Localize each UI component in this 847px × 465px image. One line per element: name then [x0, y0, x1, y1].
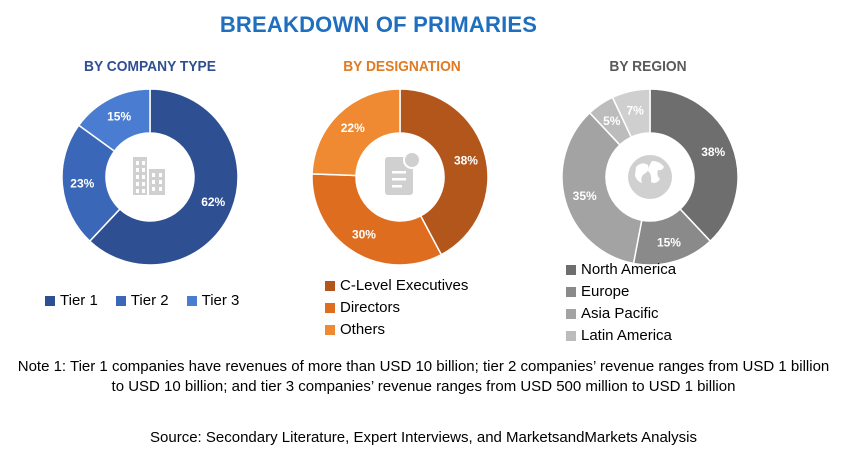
legend-item-directors: Directors [325, 297, 468, 319]
legend-swatch [566, 309, 576, 319]
legend-label: C-Level Executives [340, 277, 469, 294]
legend-label: Others [340, 321, 386, 338]
legend-item-europe: Europe [566, 281, 676, 303]
legend-item-north-america: North America [566, 259, 676, 281]
donut-by-company-type: 62% 23% 15% [61, 88, 239, 266]
legend-label: North America [581, 261, 677, 278]
legend-label: Tier 3 [201, 292, 240, 309]
data-label-by-designation-2: 22% [341, 121, 365, 135]
slice-by-region-4 [611, 88, 651, 139]
legend-item-tier-3: Tier 3 [186, 290, 240, 312]
legend-item-asia-pacific: Asia Pacific [566, 303, 676, 325]
legend-label: Tier 2 [130, 292, 169, 309]
data-label-by-company-type-0: 62% [201, 195, 225, 209]
chart-title-company-type: BY COMPANY TYPE [84, 58, 216, 75]
slice-by-designation-2 [311, 88, 401, 177]
data-label-by-region-2: 35% [573, 189, 597, 203]
legend-swatch [566, 331, 576, 341]
legend-swatch [325, 303, 335, 313]
legend-swatch [186, 296, 197, 306]
donut-by-designation: 38% 30% 22% [311, 88, 489, 266]
slice-by-designation-1 [311, 173, 443, 266]
data-label-by-company-type-2: 15% [107, 109, 131, 123]
legend-item-tier-2: Tier 2 [115, 290, 169, 312]
legend-swatch [325, 325, 335, 335]
legend-swatch [115, 296, 126, 306]
legend-label: Latin America [581, 327, 672, 344]
donut-by-region: 38% 15% 35% 5% 7% [561, 88, 739, 266]
data-label-by-designation-1: 30% [352, 228, 376, 242]
slice-by-region-2 [561, 111, 643, 265]
slice-by-company-type-1 [61, 124, 121, 243]
legend-company-type: Tier 1 Tier 2 Tier 3 [45, 290, 257, 312]
footnote: Note 1: Tier 1 companies have revenues o… [17, 358, 830, 395]
slice-by-company-type-0 [88, 88, 239, 266]
slice-by-region-0 [649, 88, 739, 243]
slice-by-company-type-2 [77, 88, 151, 153]
data-label-by-region-1: 15% [657, 235, 681, 249]
legend-label: Europe [581, 283, 630, 300]
legend-region: North America Europe Asia Pacific Latin Ame… [566, 259, 676, 347]
legend-item-tier-1: Tier 1 [45, 290, 98, 312]
chart-title-region: BY REGION [609, 58, 687, 75]
legend-swatch [325, 281, 335, 291]
legend-item-others: Others [325, 319, 468, 341]
source-text: Source: Secondary Literature, Expert Int… [150, 429, 697, 446]
data-label-by-company-type-1: 23% [70, 176, 94, 190]
slice-by-designation-0 [399, 88, 489, 256]
legend-label: Tier 1 [60, 292, 98, 309]
legend-designation: C-Level Executives Directors Others [325, 275, 468, 341]
data-label-by-designation-0: 38% [454, 154, 478, 168]
building-icon [133, 157, 165, 195]
data-label-by-region-3: 5% [603, 114, 621, 128]
document-icon [385, 151, 421, 195]
page-title: BREAKDOWN OF PRIMARIES [219, 12, 538, 37]
legend-item-c-level-executives: C-Level Executives [325, 275, 468, 297]
legend-item-latin-america: Latin America [566, 325, 676, 347]
legend-swatch [45, 296, 55, 306]
data-label-by-region-4: 7% [626, 104, 644, 118]
data-label-by-region-0: 38% [701, 145, 725, 159]
legend-swatch [566, 287, 576, 297]
legend-label: Directors [340, 299, 401, 316]
chart-title-designation: BY DESIGNATION [343, 58, 461, 75]
globe-icon [628, 155, 672, 199]
legend-label: Asia Pacific [581, 305, 659, 322]
legend-swatch [566, 265, 576, 275]
